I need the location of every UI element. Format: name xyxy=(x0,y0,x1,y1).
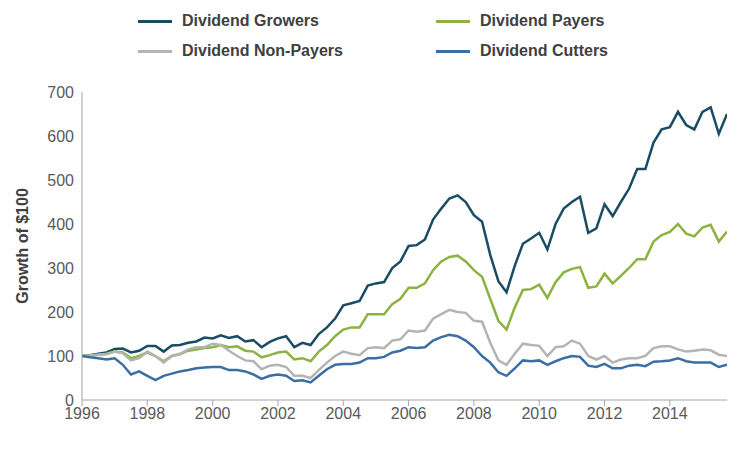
svg-text:600: 600 xyxy=(47,128,74,145)
svg-text:200: 200 xyxy=(47,304,74,321)
svg-text:2002: 2002 xyxy=(260,405,296,422)
svg-text:2014: 2014 xyxy=(652,405,688,422)
svg-text:2008: 2008 xyxy=(456,405,492,422)
svg-text:2000: 2000 xyxy=(195,405,231,422)
svg-text:1996: 1996 xyxy=(64,405,100,423)
svg-text:100: 100 xyxy=(47,348,74,365)
svg-text:2010: 2010 xyxy=(521,405,557,422)
html-text:Dividend Non-Payers: Dividend Non-Payers xyxy=(182,42,343,59)
html-text:Dividend Cutters: Dividend Cutters xyxy=(480,42,608,59)
svg-text:300: 300 xyxy=(47,260,74,277)
svg-text:400: 400 xyxy=(47,216,74,233)
svg-text:1998: 1998 xyxy=(130,405,166,422)
svg-text:2012: 2012 xyxy=(587,405,623,422)
svg-text:700: 700 xyxy=(47,84,74,101)
svg-text:500: 500 xyxy=(47,172,74,189)
svg-text:0: 0 xyxy=(65,392,74,409)
html-text:Dividend Growers: Dividend Growers xyxy=(182,12,319,29)
svg-text:Growth of $100: Growth of $100 xyxy=(14,188,31,304)
html-text:Dividend Payers: Dividend Payers xyxy=(480,12,605,29)
svg-text:2004: 2004 xyxy=(325,405,361,422)
svg-text:2006: 2006 xyxy=(391,405,427,422)
